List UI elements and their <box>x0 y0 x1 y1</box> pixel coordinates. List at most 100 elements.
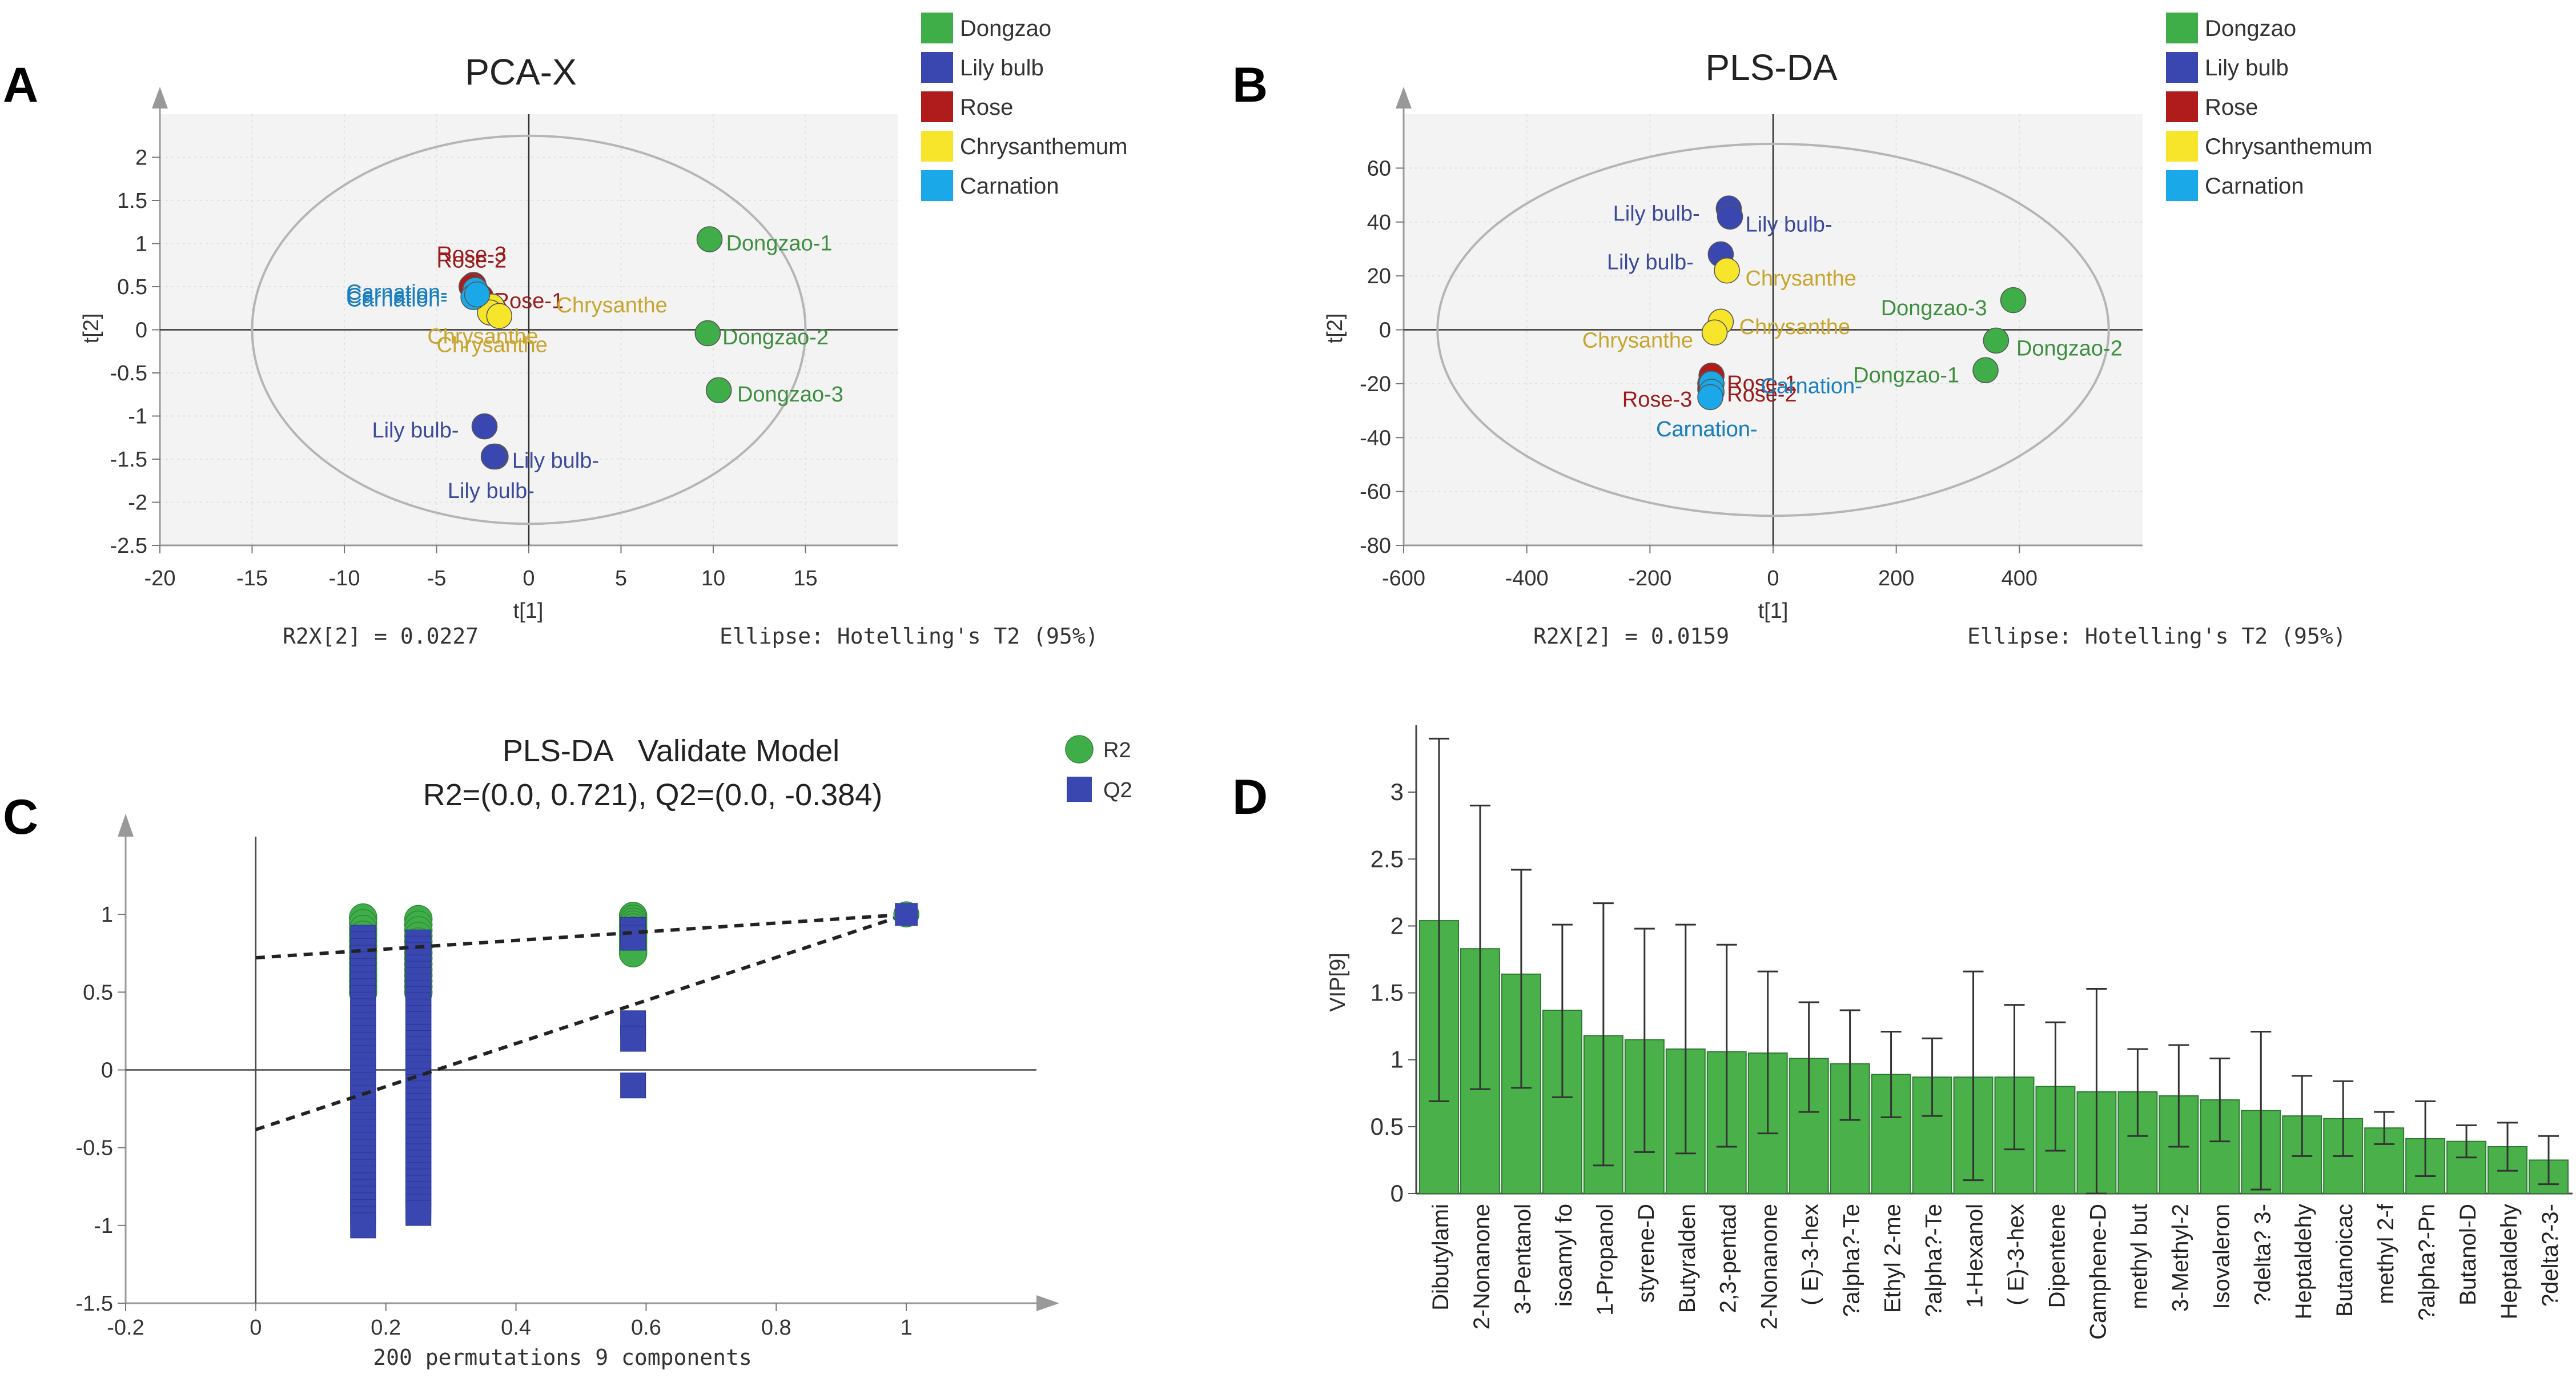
panel-d-category-label-22: Butanoicac <box>2332 1204 2357 1317</box>
panelB-point-label-7: Chrysanthe <box>1739 315 1850 339</box>
panel-d-ytick-label-4: 2 <box>1391 912 1404 939</box>
panel-a-footer-right: Ellipse: Hotelling's T2 (95%) <box>720 624 1098 649</box>
panelA-ytick-label-2: -1.5 <box>110 448 147 472</box>
panelA-legend-label-3: Chrysanthemum <box>960 134 1127 159</box>
panelB-ytick-label-2: -40 <box>1360 426 1391 450</box>
panelB-hotelling-ellipse <box>1436 142 2110 517</box>
panelA-ytick-label-6: 0.5 <box>117 275 147 299</box>
panelA-point-label-13: Carnation- <box>346 288 447 312</box>
panelA-point-label-1: Dongzao-2 <box>722 326 829 349</box>
panel-c-ytick-label-2: -0.5 <box>76 1136 113 1160</box>
panelB-xtick-label-1: -400 <box>1505 567 1549 590</box>
panelA-legend-swatch-0 <box>921 13 953 43</box>
panelA-xtick-label-2: -10 <box>329 567 360 590</box>
panelB-point-label-6: Chrysanthe <box>1745 267 1856 291</box>
panel-d-category-label-23: methyl 2-f <box>2373 1203 2398 1304</box>
panelB-point-2 <box>1972 357 1999 384</box>
panelB-ytick-label-4: 0 <box>1379 319 1391 343</box>
panel-c-r2-regression-line <box>255 913 907 960</box>
panelA-point-label-5: Lily bulb- <box>448 479 535 503</box>
panelB-point-label-4: Lily bulb- <box>1745 212 1832 236</box>
panelA-point-label-0: Dongzao-1 <box>726 232 833 256</box>
panel-d-category-label-27: ?delta?-3- <box>2538 1204 2563 1307</box>
panel-b-ylabel: t[2] <box>1323 314 1347 344</box>
panel-c-ytick-label-1: -1 <box>94 1214 113 1238</box>
panelA-xtick-label-6: 10 <box>701 567 725 590</box>
panel-c-xtick-label-1: 0 <box>250 1316 262 1340</box>
panel-letter-a: A <box>3 58 38 113</box>
panel-d-ytick-label-2: 1 <box>1391 1046 1404 1073</box>
panel-d-category-label-6: Butyralden <box>1675 1204 1700 1313</box>
panel-letter-c: C <box>3 790 38 845</box>
panel-c-ytick-label-4: 0.5 <box>83 981 113 1005</box>
panelA-ytick-label-8: 1.5 <box>117 189 147 213</box>
panelA-point-label-7: Rose-2 <box>437 249 507 273</box>
panel-a-pca-chart: PCA-X t[1] t[2] R2X[2] = 0.0227 Ellipse:… <box>79 13 1127 649</box>
panel-b-title: PLS-DA <box>1705 47 1838 88</box>
panel-b-footer-right: Ellipse: Hotelling's T2 (95%) <box>1967 624 2346 649</box>
panelB-ytick-label-7: 60 <box>1367 156 1391 180</box>
panelB-legend-swatch-1 <box>2166 52 2198 83</box>
panelA-legend-label-2: Rose <box>960 95 1013 120</box>
panelA-hotelling-ellipse <box>251 134 807 525</box>
panelB-ytick-label-1: -60 <box>1360 480 1391 504</box>
panel-c-title-line1: PLS-DA Validate Model <box>503 734 839 768</box>
panel-a-title: PCA-X <box>465 51 577 93</box>
panelB-point-label-14: Carnation- <box>1656 417 1757 441</box>
panelA-point-label-12: Carnation- <box>346 281 447 305</box>
panel-a-footer-left: R2X[2] = 0.0227 <box>283 624 479 649</box>
panel-d-category-label-19: Isovaleron <box>2209 1204 2234 1309</box>
panelA-point-label-3: Lily bulb- <box>372 419 459 443</box>
panelB-xtick-label-2: -200 <box>1628 567 1671 590</box>
panelB-point-4 <box>1717 203 1743 230</box>
panelA-legend-label-0: Dongzao <box>960 16 1051 41</box>
panel-c-legend-marker-0 <box>1065 735 1094 764</box>
panel-a-xlabel: t[1] <box>513 599 544 623</box>
panel-c-q2-point-87 <box>405 1200 432 1226</box>
panel-d-ytick-label-3: 1.5 <box>1371 979 1404 1006</box>
panel-d-category-label-8: 2-Nonanone <box>1757 1204 1782 1329</box>
panel-d-category-label-10: ?alpha?-Te <box>1839 1204 1864 1317</box>
panelA-point-label-11: Chrysanthe <box>437 334 548 357</box>
panelA-point-5 <box>480 443 507 470</box>
panelA-ytick-label-9: 2 <box>135 146 147 170</box>
panel-c-title-line2: R2=(0.0, 0.721), Q2=(0.0, -0.384) <box>423 778 882 812</box>
panel-d-ytick-label-1: 0.5 <box>1371 1113 1404 1140</box>
panelA-xtick-label-0: -20 <box>144 567 176 590</box>
panelB-legend-label-4: Carnation <box>2205 174 2304 199</box>
panelA-point-label-4: Lily bulb- <box>512 449 599 473</box>
panelB-legend-swatch-0 <box>2166 13 2198 43</box>
panelA-point-14 <box>464 281 491 308</box>
panel-c-q2-point-43 <box>350 1212 376 1239</box>
panelA-legend-label-4: Carnation <box>960 174 1059 199</box>
panel-c-ytick-label-3: 0 <box>101 1059 113 1083</box>
panelB-xtick-label-5: 400 <box>2002 567 2038 590</box>
panelA-ytick-label-1: -2 <box>128 491 147 515</box>
panelA-point-label-10: Chrysanthe <box>427 325 538 349</box>
panelB-point-label-8: Chrysanthe <box>1582 328 1693 352</box>
panel-c-ytick-label-0: -1.5 <box>76 1292 113 1316</box>
panelA-legend-swatch-1 <box>921 52 953 83</box>
panelB-point-label-10: Rose-2 <box>1727 383 1797 407</box>
panelB-legend-swatch-3 <box>2166 131 2198 162</box>
panel-d-category-label-1: 2-Nonanone <box>1469 1204 1494 1329</box>
panel-d-ytick-label-6: 3 <box>1391 778 1404 805</box>
panelB-point-label-0: Dongzao-3 <box>1881 296 1987 320</box>
panel-d-category-label-26: Heptaldehy <box>2497 1204 2522 1319</box>
panelA-ytick-label-4: -0.5 <box>110 361 147 385</box>
panel-d-category-label-20: ?delta? 3- <box>2250 1204 2275 1305</box>
panelA-ytick-label-3: -1 <box>128 405 147 429</box>
panelA-point-11 <box>486 303 513 330</box>
panel-c-legend-label-0: R2 <box>1103 738 1131 762</box>
panel-d-category-label-24: ?alpha?-Pn <box>2414 1204 2440 1321</box>
panel-c-validation-chart: PLS-DA Validate Model R2=(0.0, 0.721), Q… <box>76 734 1132 1370</box>
panel-d-category-label-15: Dipentene <box>2044 1204 2069 1308</box>
panelA-legend-label-1: Lily bulb <box>960 55 1044 81</box>
panel-d-category-label-5: styrene-D <box>1634 1204 1659 1303</box>
panelA-legend-swatch-2 <box>921 91 953 122</box>
panel-letter-d: D <box>1232 770 1268 825</box>
panel-d-category-label-18: 3-Methyl-2 <box>2168 1204 2193 1312</box>
panel-c-xtick-label-6: 1 <box>901 1316 913 1340</box>
panelB-point-label-2: Dongzao-1 <box>1853 364 1959 388</box>
